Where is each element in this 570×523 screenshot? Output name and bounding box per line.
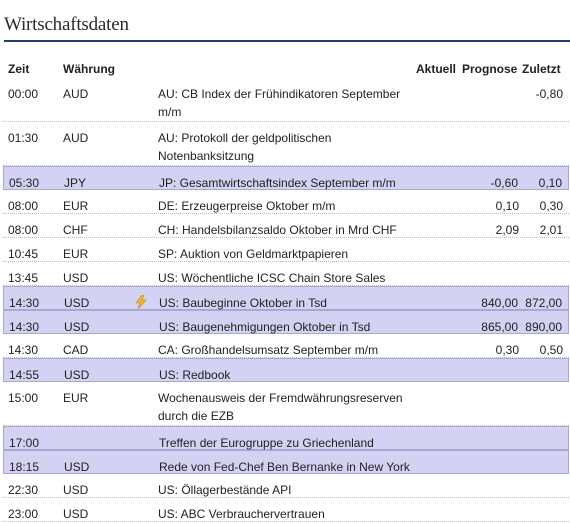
cell-currency: USD [64,368,90,382]
cell-currency: CHF [63,223,88,237]
cell-previous: 0,50 [539,343,563,357]
table-row[interactable]: 08:00 CHF CH: Handelsbilanzsaldo Oktober i… [3,214,569,238]
cell-event[interactable]: SP: Auktion von Geldmarktpapieren [158,247,349,261]
cell-event[interactable]: US: Öllagerbestände API [158,483,292,497]
table-row[interactable]: 14:30 CAD CA: Großhandelsumsatz September … [3,334,569,358]
cell-time: 01:30 [8,131,39,145]
table-row[interactable]: 05:30 JPY JP: Gesamtwirtschaftsindex Septe… [3,166,569,190]
cell-currency: JPY [64,176,87,190]
table-row[interactable]: 22:30 USD US: Öllagerbestände API [3,474,569,498]
cell-previous: 2,01 [539,223,563,237]
title-divider [4,40,570,42]
cell-forecast: 0,10 [495,199,519,213]
cell-event[interactable]: US: Wöchentliche ICSC Chain Store Sales [158,271,386,285]
cell-forecast: 865,00 [481,320,518,334]
cell-event[interactable]: CH: Handelsbilanzsaldo Oktober in Mrd CH… [158,223,397,237]
cell-time: 14:55 [9,368,40,382]
cell-time: 23:00 [8,507,39,521]
cell-forecast: 840,00 [481,296,518,310]
cell-time: 00:00 [8,87,39,101]
column-header-actual: Aktuell [416,62,457,76]
table-row[interactable]: 01:30 AUD AU: Protokoll der geldpolitische… [3,122,569,166]
cell-event[interactable]: US: ABC Verbrauchervertrauen [158,507,325,521]
cell-previous: 872,00 [525,296,562,310]
cell-time: 14:30 [8,343,39,357]
cell-event[interactable]: US: Baubeginne Oktober in Tsd [159,296,327,310]
cell-currency: USD [64,296,90,310]
cell-previous: 0,30 [539,199,563,213]
column-header-forecast: Prognose [462,62,518,76]
cell-time: 17:00 [9,436,40,450]
cell-time: 18:15 [9,460,40,474]
table-row[interactable]: 15:00 EUR Wochenausweis der Fremdwährungsr… [3,382,569,426]
cell-event[interactable]: CA: Großhandelsumsatz September m/m [158,343,379,357]
cell-currency: USD [64,460,90,474]
cell-time: 14:30 [9,320,40,334]
cell-event[interactable]: AU: Protokoll der geldpolitischen Notenb… [158,131,332,163]
page-title: Wirtschaftsdaten [4,14,129,35]
table-row[interactable]: 23:00 USD US: ABC Verbrauchervertrauen [3,498,569,522]
cell-event[interactable]: US: Redbook [159,368,231,382]
cell-currency: EUR [63,247,89,261]
cell-previous: 0,10 [538,176,562,190]
table-row[interactable]: 17:00 Treffen der Eurogruppe zu Griechenl… [3,426,569,450]
column-header-time: Zeit [8,62,30,76]
table-row[interactable]: 00:00 AUD AU: CB Index der Frühindikatoren… [3,78,569,122]
cell-event[interactable]: Rede von Fed-Chef Ben Bernanke in New Yo… [159,460,410,474]
cell-currency: CAD [63,343,89,357]
column-header-previous: Zuletzt [522,62,561,76]
cell-previous: 890,00 [525,320,562,334]
cell-forecast: 0,30 [495,343,519,357]
table-row[interactable]: 18:15 USD Rede von Fed-Chef Ben Bernanke i… [3,450,569,474]
table-row[interactable]: 10:45 EUR SP: Auktion von Geldmarktpapiere… [3,238,569,262]
cell-event[interactable]: DE: Erzeugerpreise Oktober m/m [158,199,336,213]
cell-forecast: -0,60 [490,176,518,190]
cell-event[interactable]: AU: CB Index der Frühindikatoren Septemb… [158,87,401,119]
cell-currency: USD [63,507,89,521]
cell-time: 15:00 [8,391,39,405]
cell-forecast: 2,09 [495,223,519,237]
cell-previous: -0,80 [535,87,563,101]
cell-time: 08:00 [8,223,39,237]
cell-time: 10:45 [8,247,39,261]
cell-currency: USD [63,271,89,285]
cell-event[interactable]: JP: Gesamtwirtschaftsindex September m/m [159,176,396,190]
cell-event[interactable]: US: Baugenehmigungen Oktober in Tsd [159,320,371,334]
cell-currency: USD [63,483,89,497]
cell-currency: EUR [63,199,89,213]
cell-currency: USD [64,320,90,334]
cell-time: 13:45 [8,271,39,285]
table-row[interactable]: 14:55 USD US: Redbook [3,358,569,382]
column-header-currency: Währung [63,62,115,76]
cell-time: 08:00 [8,199,39,213]
cell-currency: AUD [63,131,89,145]
table-row[interactable]: 08:00 EUR DE: Erzeugerpreise Oktober m/m 0,… [3,190,569,214]
table-row[interactable]: 14:30 USD US: Baugenehmigungen Oktober in … [3,310,569,334]
cell-event[interactable]: Wochenausweis der Fremdwährungsreserven … [158,391,403,423]
table-row[interactable]: 14:30 USD US: Baubeginne Oktober in Tsd 840… [3,286,569,310]
cell-time: 22:30 [8,483,39,497]
cell-currency: AUD [63,87,89,101]
cell-time: 14:30 [9,296,40,310]
cell-time: 05:30 [9,176,40,190]
cell-event[interactable]: Treffen der Eurogruppe zu Griechenland [159,436,374,450]
table-row[interactable]: 13:45 USD US: Wöchentliche ICSC Chain Stor… [3,262,569,286]
cell-currency: EUR [63,391,89,405]
lightning-icon [135,295,147,309]
